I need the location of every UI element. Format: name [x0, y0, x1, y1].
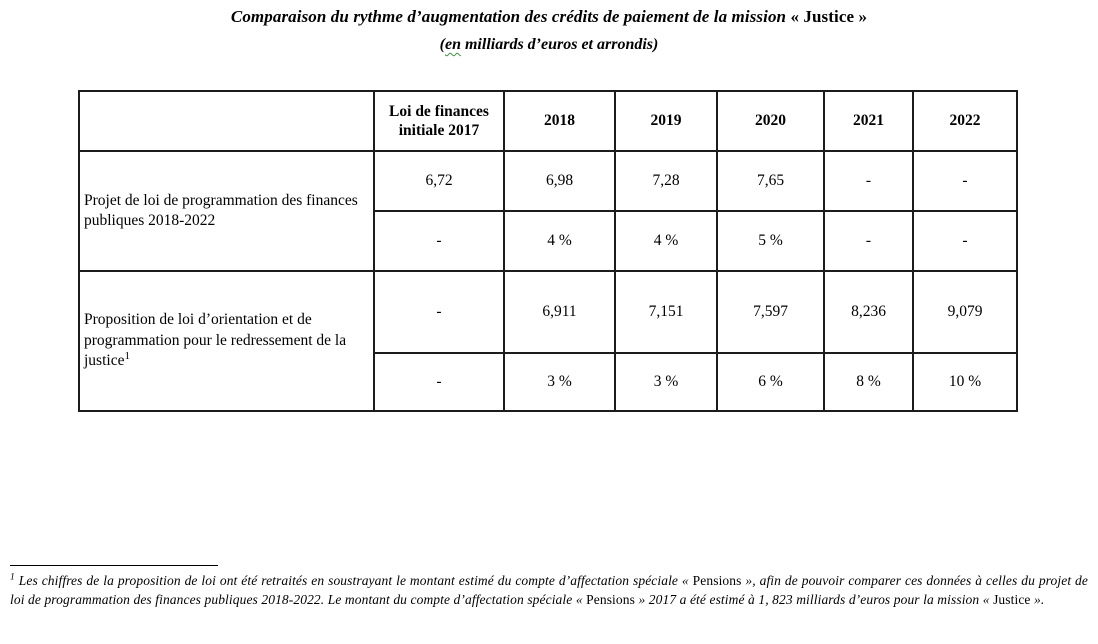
pct-cell: 3 % — [614, 352, 718, 412]
value-cell: 9,079 — [912, 270, 1018, 354]
subtitle-open-paren: ( — [439, 36, 445, 53]
footnote-pensions-text: Pensions — [692, 573, 742, 588]
footnote: 1 Les chiffres de la proposition de loi … — [10, 571, 1088, 609]
title-text: Comparaison du rythme d’augmentation des… — [230, 7, 791, 26]
column-header-lfi-2017: Loi de finances initiale 2017 — [373, 90, 505, 152]
table-row: Projet de loi de programmation des finan… — [78, 150, 1018, 272]
title-block: Comparaison du rythme d’augmentation des… — [0, 7, 1098, 54]
pct-cell: 4 % — [503, 210, 616, 272]
page-title: Comparaison du rythme d’augmentation des… — [0, 7, 1098, 27]
value-cell: 6,911 — [503, 270, 616, 354]
value-cell: 7,151 — [614, 270, 718, 354]
title-justice-text: « Justice » — [790, 7, 868, 26]
value-cell: 6,98 — [503, 150, 616, 212]
footnote-separator — [10, 565, 218, 566]
value-cell: 7,65 — [716, 150, 825, 212]
row-label-footnote-ref: 1 — [124, 350, 130, 363]
page-subtitle: (en milliards d’euros et arrondis) — [0, 36, 1098, 54]
subtitle-rest: milliards d’euros et arrondis) — [460, 36, 659, 53]
footnote-text: » 2017 a été estimé à 1, 823 milliards d… — [634, 592, 994, 608]
value-cell: 7,597 — [716, 270, 825, 354]
table-header-row: Loi de finances initiale 2017 2018 2019 … — [78, 90, 1018, 152]
table-row: - 3 % 3 % 6 % 8 % 10 % — [79, 352, 1018, 412]
comparison-table: Loi de finances initiale 2017 2018 2019 … — [78, 90, 1018, 412]
footnote-text: ». — [1030, 592, 1045, 608]
value-cell: 8,236 — [823, 270, 914, 354]
column-header-2022: 2022 — [912, 90, 1018, 152]
footnote-marker: 1 — [10, 572, 15, 583]
value-cell: - — [823, 150, 914, 212]
footnote-text: Les chiffres de la proposition de loi on… — [14, 573, 693, 588]
footnote-text: », afin de pouvoir comparer ces données … — [10, 573, 1088, 608]
subtitle-grammar-squiggle-word: en — [444, 36, 461, 53]
pct-cell: 5 % — [716, 210, 825, 272]
footnote-pensions-text: Pensions — [586, 592, 635, 608]
value-cell: - — [373, 270, 505, 354]
row-label-proposition-loi: Proposition de loi d’orientation et de p… — [78, 270, 375, 412]
footnote-justice-text: Justice — [993, 592, 1031, 608]
row-label-text: Proposition de loi d’orientation et de p… — [84, 311, 347, 370]
column-header-2018: 2018 — [503, 90, 616, 152]
pct-cell: 4 % — [614, 210, 718, 272]
value-cell: - — [912, 150, 1018, 212]
corner-empty-cell — [78, 90, 375, 152]
row-label-text: Projet de loi de programmation des finan… — [84, 191, 358, 229]
column-header-2019: 2019 — [614, 90, 718, 152]
pct-cell: - — [373, 210, 505, 272]
pct-cell: 3 % — [503, 352, 616, 412]
table-row: Proposition de loi d’orientation et de p… — [78, 270, 1018, 412]
column-header-2021: 2021 — [823, 90, 914, 152]
table-row: - 4 % 4 % 5 % - - — [79, 210, 1018, 272]
value-cell: 6,72 — [373, 150, 505, 212]
value-cell: 7,28 — [614, 150, 718, 212]
pct-cell: - — [912, 210, 1018, 272]
row-label-plf-2018-2022: Projet de loi de programmation des finan… — [78, 150, 375, 272]
pct-cell: 10 % — [912, 352, 1018, 412]
pct-cell: 6 % — [716, 352, 825, 412]
pct-cell: 8 % — [823, 352, 914, 412]
pct-cell: - — [373, 352, 505, 412]
pct-cell: - — [823, 210, 914, 272]
column-header-2020: 2020 — [716, 90, 825, 152]
